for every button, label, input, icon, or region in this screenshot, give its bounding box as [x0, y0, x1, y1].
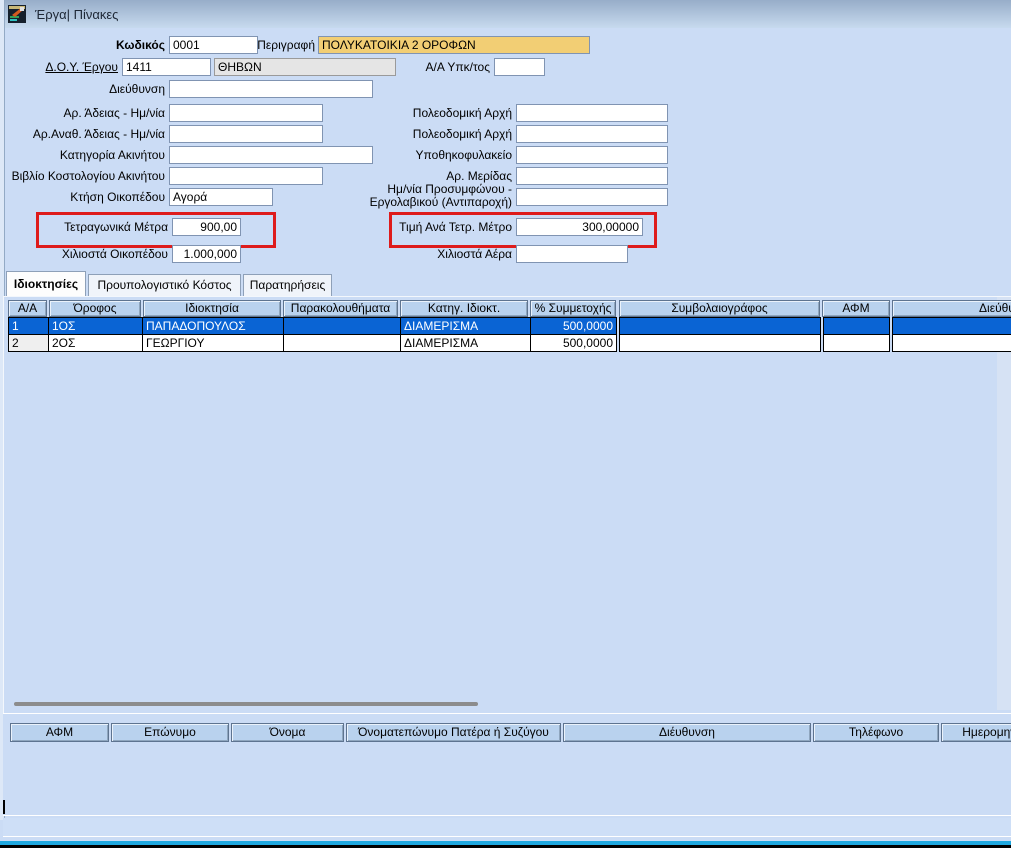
doy-ergou-link[interactable]: Δ.Ο.Υ. Έργου: [45, 60, 118, 74]
imnia-prosymfonou-label: Ημ/νία Προσυμφώνου - Εργολαβικού (Αντιπα…: [369, 182, 512, 209]
xiliosta-oikopedou-input[interactable]: [172, 245, 241, 263]
properties-tab-panel: [3, 296, 1011, 713]
ar-anath-adeias-input[interactable]: [169, 125, 323, 143]
ktisi-oikopedou-label: Κτήση Οικοπέδου: [70, 190, 165, 204]
owners-col-dieythynsi[interactable]: Διέυθυνση: [563, 723, 811, 742]
tab-proypologistiko-kostos[interactable]: Προυπολογιστικό Κόστος: [88, 274, 241, 296]
dieythynsi-input[interactable]: [169, 80, 373, 98]
owners-col-tilefono[interactable]: Τηλέφωνο: [813, 723, 939, 742]
doy-code-input[interactable]: [122, 58, 211, 76]
bottom-edge: [0, 845, 1011, 848]
ypothikofylakeio-input[interactable]: [516, 146, 668, 164]
cell-aa[interactable]: 1: [8, 317, 49, 335]
owners-col-onomateponymo-patera[interactable]: Όνοματεπώνυμο Πατέρα ή Συζύγου: [346, 723, 561, 742]
col-header-symmetoxis[interactable]: % Συμμετοχής: [530, 300, 616, 317]
katigoria-akinitou-input[interactable]: [169, 146, 373, 164]
poleodomiki-arxi-2-input[interactable]: [516, 125, 668, 143]
timi-ana-tetr-metro-label: Τιμή Ανά Τετρ. Μέτρο: [399, 220, 512, 234]
ar-adeias-label: Αρ. Άδειας - Ημ/νία: [63, 106, 165, 120]
timi-ana-tetr-metro-input[interactable]: [516, 218, 643, 236]
poleodomiki-arxi-1-input[interactable]: [516, 104, 668, 122]
cell-orofos[interactable]: 2ΟΣ: [48, 334, 143, 352]
ar-meridas-label: Αρ. Μερίδας: [446, 169, 512, 183]
ar-adeias-input[interactable]: [169, 104, 323, 122]
tetragonika-metra-input[interactable]: [172, 218, 241, 236]
col-header-katig-idiokt[interactable]: Κατηγ. Ιδιοκτ.: [400, 300, 528, 317]
cell-afm[interactable]: [823, 334, 890, 352]
tetragonika-metra-highlight-box: [36, 212, 276, 248]
grid-vertical-scrollbar[interactable]: [997, 297, 1011, 710]
bottom-accent-line: [0, 841, 1011, 845]
vivlio-kostologiou-label: Βιβλίο Κοστολογίου Ακινήτου: [11, 169, 165, 183]
ar-anath-adeias-label: Αρ.Αναθ. Άδειας - Ημ/νία: [32, 127, 165, 141]
aa-ypktos-input[interactable]: [494, 58, 545, 76]
cell-parakolouthimata[interactable]: [283, 317, 401, 335]
perigrafi-label: Περιγραφή: [257, 38, 315, 52]
cell-katigoria[interactable]: ΔΙΑΜΕΡΙΣΜΑ: [400, 317, 531, 335]
col-header-symvolaiografos[interactable]: Συμβολαιογράφος: [619, 300, 820, 317]
cell-dieythynsi[interactable]: [892, 334, 1011, 352]
kodikos-label: Κωδικός: [115, 38, 165, 52]
col-header-afm[interactable]: ΑΦΜ: [822, 300, 890, 317]
perigrafi-input[interactable]: [318, 36, 590, 54]
col-header-idioktisia[interactable]: Ιδιοκτησία: [143, 300, 281, 317]
col-header-dieythynsi[interactable]: Διεύθυνση: [892, 300, 1011, 317]
cell-katigoria[interactable]: ΔΙΑΜΕΡΙΣΜΑ: [400, 334, 531, 352]
cell-symmetoxi[interactable]: 500,0000: [530, 317, 617, 335]
col-header-orofos[interactable]: Όροφος: [49, 300, 141, 317]
dieythynsi-label: Διεύθυνση: [109, 82, 165, 96]
owners-col-afm[interactable]: ΑΦΜ: [10, 723, 109, 742]
col-header-aa[interactable]: Α/Α: [8, 300, 47, 317]
vivlio-kostologiou-input[interactable]: [169, 167, 323, 185]
window-title: Έργα| Πίνακες: [35, 6, 119, 22]
doy-name-field: [214, 58, 396, 76]
tab-paratiriseis[interactable]: Παρατηρήσεις: [243, 274, 332, 296]
owners-col-imerominia-gennisis[interactable]: Ημερομηνία Γέννησης: [941, 723, 1011, 742]
title-bar[interactable]: Έργα| Πίνακες: [0, 0, 1011, 28]
poleodomiki-arxi-1-label: Πολεοδομική Αρχή: [412, 106, 512, 120]
cell-dieythynsi[interactable]: [892, 317, 1011, 335]
cell-idioktisia[interactable]: ΠΑΠΑΔΟΠΟΥΛΟΣ: [142, 317, 284, 335]
cell-symmetoxi[interactable]: 500,0000: [530, 334, 617, 352]
ypothikofylakeio-label: Υποθηκοφυλακείο: [415, 148, 512, 162]
status-strip: [3, 818, 1011, 837]
col-header-parakolouthimata[interactable]: Παρακολουθήματα: [283, 300, 398, 317]
poleodomiki-arxi-2-label: Πολεοδομική Αρχή: [412, 127, 512, 141]
owners-col-onoma[interactable]: Όνομα: [231, 723, 344, 742]
cell-symvolaiografos[interactable]: [619, 334, 821, 352]
xiliosta-aera-label: Χιλιοστά Αέρα: [437, 247, 512, 261]
aa-ypktos-label: Α/Α Υπκ/τος: [425, 60, 490, 74]
cell-symvolaiografos[interactable]: [619, 317, 821, 335]
tetragonika-metra-label: Τετραγωνικά Μέτρα: [64, 220, 168, 234]
tab-idioktisies[interactable]: Ιδιοκτησίες: [6, 271, 86, 296]
xiliosta-aera-input[interactable]: [516, 245, 628, 263]
xiliosta-oikopedou-label: Χιλιοστά Οικοπέδου: [61, 247, 168, 261]
cell-aa[interactable]: 2: [8, 334, 49, 352]
grid-horizontal-scrollbar[interactable]: [14, 702, 478, 706]
katigoria-akinitou-label: Κατηγορία Ακινήτου: [59, 148, 165, 162]
ar-meridas-input[interactable]: [516, 167, 668, 185]
app-icon: [8, 5, 26, 23]
imnia-prosymfonou-input[interactable]: [516, 188, 668, 206]
cell-parakolouthimata[interactable]: [283, 334, 401, 352]
ktisi-oikopedou-input[interactable]: [169, 188, 273, 206]
owners-col-eponymo[interactable]: Επώνυμο: [111, 723, 229, 742]
cell-orofos[interactable]: 1ΟΣ: [48, 317, 143, 335]
cell-idioktisia[interactable]: ΓΕΩΡΓΙΟΥ: [142, 334, 284, 352]
text-caret: [3, 800, 5, 814]
cell-afm[interactable]: [823, 317, 890, 335]
kodikos-input[interactable]: [169, 36, 258, 54]
